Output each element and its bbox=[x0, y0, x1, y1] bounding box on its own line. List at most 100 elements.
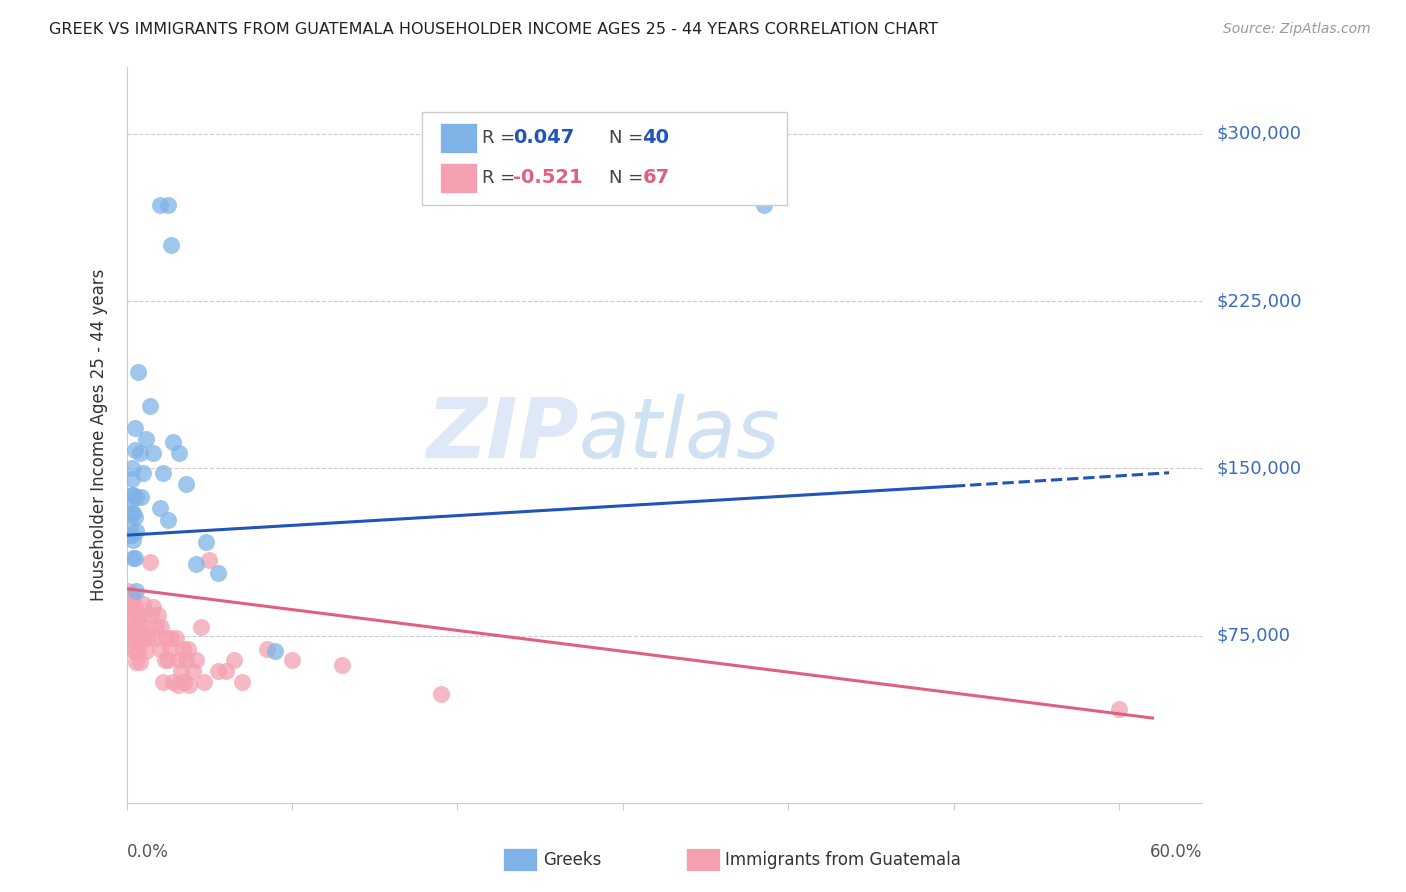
Point bbox=[121, 591, 143, 605]
Point bbox=[135, 644, 157, 658]
Point bbox=[127, 619, 149, 633]
Text: $225,000: $225,000 bbox=[1216, 292, 1302, 310]
Point bbox=[149, 642, 172, 657]
Text: $150,000: $150,000 bbox=[1216, 459, 1301, 477]
Point bbox=[122, 550, 145, 565]
Point bbox=[131, 633, 153, 648]
Text: Source: ZipAtlas.com: Source: ZipAtlas.com bbox=[1223, 22, 1371, 37]
Point bbox=[177, 642, 200, 657]
Point bbox=[184, 557, 207, 572]
Point bbox=[121, 528, 143, 542]
Point bbox=[138, 399, 160, 413]
Point bbox=[127, 644, 149, 658]
Point bbox=[127, 366, 149, 380]
Point bbox=[128, 655, 150, 669]
Point bbox=[125, 490, 148, 504]
Point bbox=[124, 421, 146, 435]
Point bbox=[128, 619, 150, 633]
Point bbox=[172, 642, 194, 657]
Point bbox=[121, 488, 143, 502]
Point bbox=[145, 619, 167, 633]
Point bbox=[124, 443, 146, 458]
Point bbox=[207, 664, 229, 679]
Text: -0.521: -0.521 bbox=[513, 169, 583, 187]
Point bbox=[124, 633, 146, 648]
Point bbox=[256, 642, 278, 657]
Point bbox=[162, 675, 184, 690]
Text: $75,000: $75,000 bbox=[1216, 626, 1291, 645]
Point bbox=[184, 653, 207, 667]
Point bbox=[231, 675, 253, 690]
Point bbox=[131, 608, 153, 623]
Text: 60.0%: 60.0% bbox=[1150, 843, 1202, 862]
Point bbox=[179, 678, 201, 692]
Point bbox=[132, 598, 155, 612]
Point bbox=[153, 653, 176, 667]
Point bbox=[143, 631, 166, 645]
Point bbox=[149, 501, 172, 516]
Point bbox=[118, 494, 141, 508]
Point bbox=[166, 678, 188, 692]
Point bbox=[125, 655, 148, 669]
Point bbox=[752, 198, 775, 212]
Point bbox=[156, 198, 179, 212]
Text: $300,000: $300,000 bbox=[1216, 125, 1301, 143]
Point bbox=[152, 675, 174, 690]
Point bbox=[162, 434, 184, 449]
Point bbox=[181, 664, 204, 679]
Point bbox=[193, 675, 215, 690]
Point bbox=[207, 566, 229, 581]
Point bbox=[132, 631, 155, 645]
Text: 0.047: 0.047 bbox=[513, 128, 575, 147]
Point bbox=[222, 653, 246, 667]
Text: Immigrants from Guatemala: Immigrants from Guatemala bbox=[725, 851, 962, 869]
Text: GREEK VS IMMIGRANTS FROM GUATEMALA HOUSEHOLDER INCOME AGES 25 - 44 YEARS CORRELA: GREEK VS IMMIGRANTS FROM GUATEMALA HOUSE… bbox=[49, 22, 938, 37]
Point bbox=[118, 622, 141, 636]
Point bbox=[156, 512, 179, 526]
Point bbox=[155, 631, 177, 645]
Point bbox=[1108, 702, 1130, 716]
Point bbox=[122, 644, 145, 658]
Point bbox=[174, 476, 197, 491]
Point bbox=[122, 506, 145, 520]
Point bbox=[122, 533, 145, 547]
Point bbox=[125, 583, 148, 598]
Text: N =: N = bbox=[609, 129, 648, 147]
Point bbox=[150, 619, 173, 633]
Text: 40: 40 bbox=[643, 128, 669, 147]
Point bbox=[160, 238, 183, 252]
Point bbox=[122, 589, 145, 603]
Point bbox=[124, 599, 146, 614]
Text: R =: R = bbox=[482, 129, 522, 147]
Point bbox=[170, 664, 193, 679]
Point bbox=[136, 631, 159, 645]
Text: ZIP: ZIP bbox=[426, 394, 578, 475]
Point bbox=[165, 631, 187, 645]
Point bbox=[146, 608, 169, 623]
Point bbox=[264, 644, 287, 658]
Point bbox=[121, 473, 143, 487]
Point bbox=[117, 528, 139, 542]
Point bbox=[132, 466, 155, 480]
Point bbox=[142, 446, 165, 460]
Point bbox=[330, 657, 353, 672]
Point bbox=[124, 510, 146, 524]
Point bbox=[124, 550, 146, 565]
Point bbox=[198, 552, 221, 567]
Point bbox=[118, 599, 141, 614]
Point bbox=[173, 675, 195, 690]
Point bbox=[122, 619, 145, 633]
Text: atlas: atlas bbox=[578, 394, 780, 475]
Point bbox=[281, 653, 304, 667]
Point bbox=[138, 555, 160, 569]
Text: R =: R = bbox=[482, 169, 522, 186]
Point bbox=[117, 583, 139, 598]
Text: 0.0%: 0.0% bbox=[127, 843, 169, 862]
Point bbox=[174, 653, 197, 667]
Point bbox=[125, 619, 148, 633]
Point bbox=[121, 633, 143, 648]
Point bbox=[194, 534, 217, 549]
Point bbox=[135, 433, 157, 447]
Point bbox=[118, 517, 141, 532]
Point bbox=[141, 608, 163, 623]
